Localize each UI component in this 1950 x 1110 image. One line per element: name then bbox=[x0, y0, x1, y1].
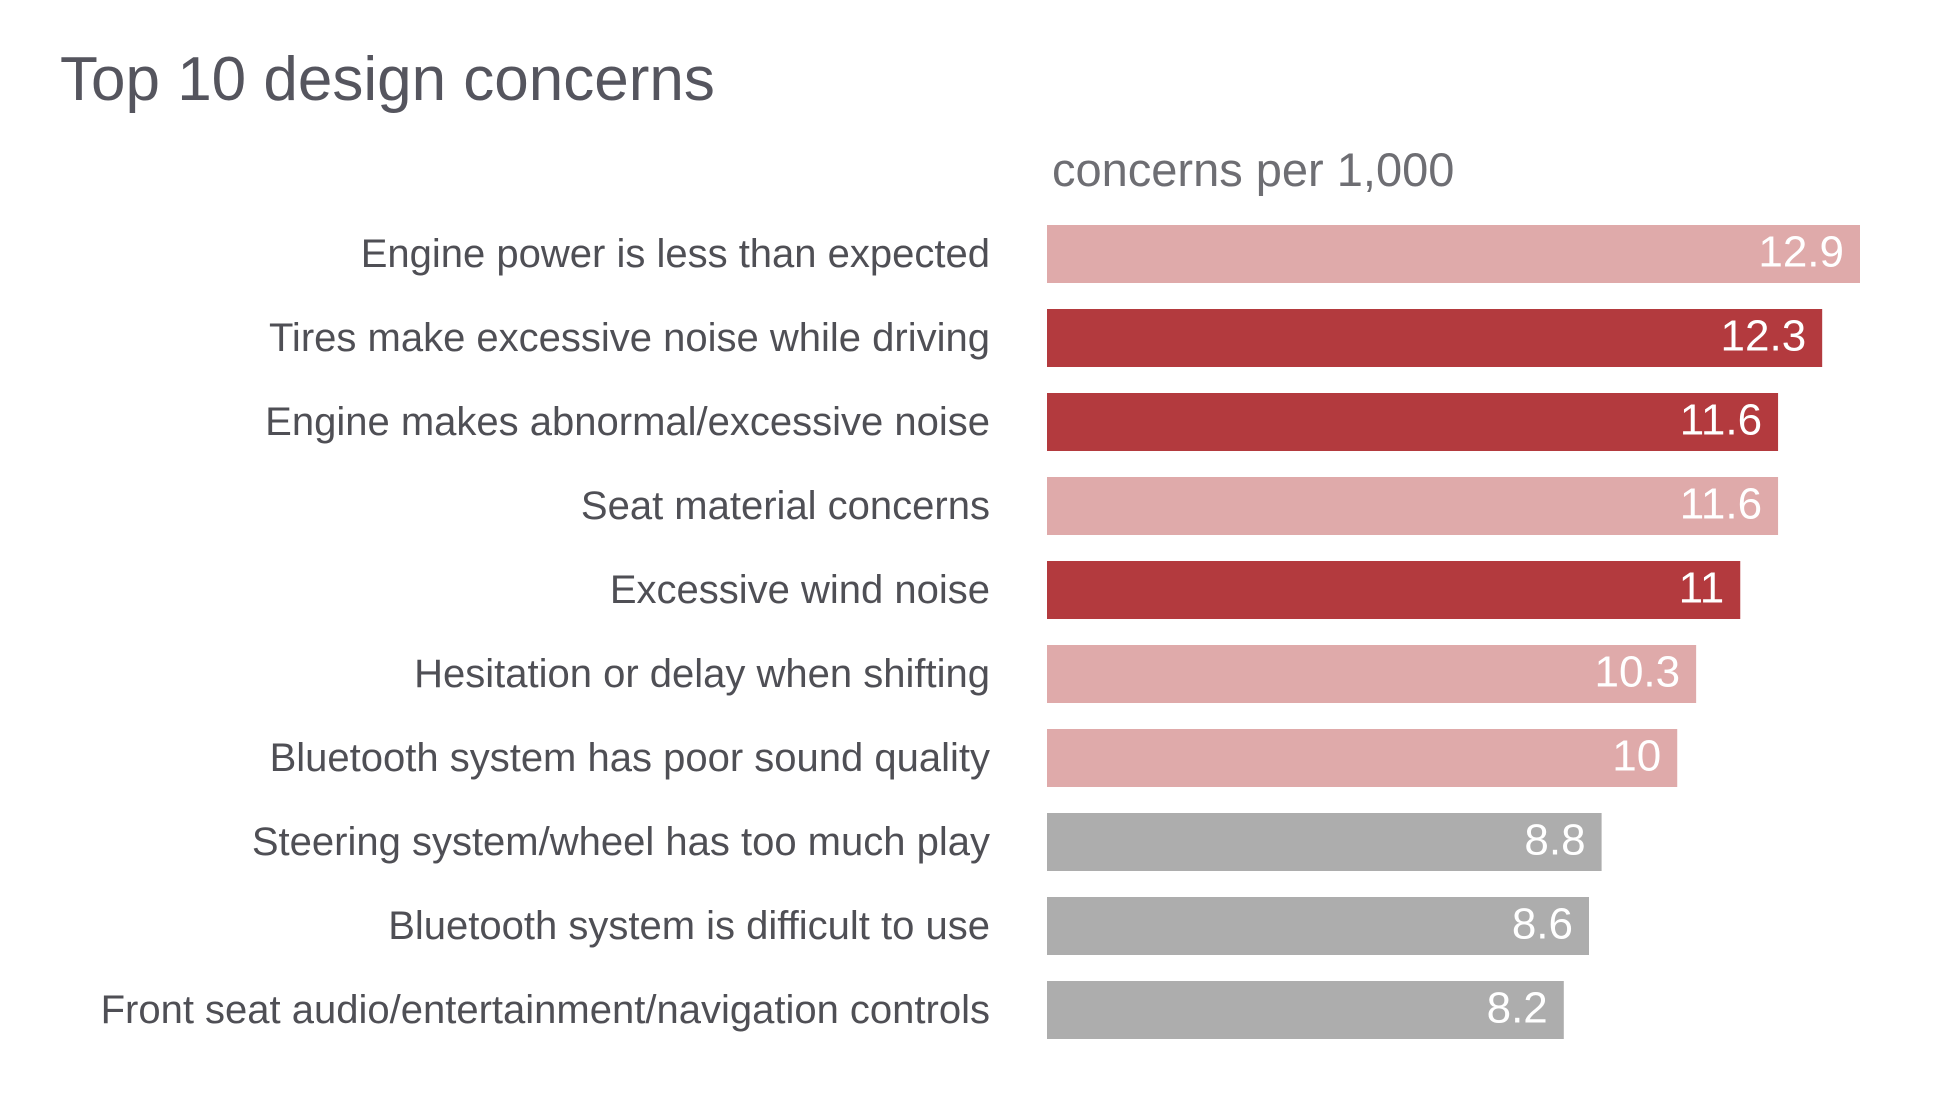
value-label: 10.3 bbox=[1594, 648, 1680, 697]
value-label: 10 bbox=[1612, 732, 1661, 781]
category-label: Bluetooth system is difficult to use bbox=[388, 904, 990, 948]
bar bbox=[1047, 309, 1823, 367]
bar bbox=[1047, 729, 1678, 787]
category-label: Engine power is less than expected bbox=[361, 232, 990, 276]
category-label: Tires make excessive noise while driving bbox=[269, 316, 990, 360]
chart-title: Top 10 design concerns bbox=[60, 45, 715, 114]
bar bbox=[1047, 813, 1602, 871]
category-label: Excessive wind noise bbox=[610, 568, 990, 612]
category-label: Hesitation or delay when shifting bbox=[414, 652, 990, 696]
value-label: 12.3 bbox=[1721, 312, 1807, 361]
value-label: 11 bbox=[1679, 564, 1725, 613]
category-label: Engine makes abnormal/excessive noise bbox=[265, 400, 990, 444]
value-label: 12.9 bbox=[1758, 228, 1844, 277]
category-label: Bluetooth system has poor sound quality bbox=[270, 736, 990, 780]
bar bbox=[1047, 561, 1741, 619]
category-label: Seat material concerns bbox=[581, 484, 990, 528]
bar bbox=[1047, 393, 1779, 451]
value-label: 8.6 bbox=[1512, 900, 1573, 949]
value-label: 11.6 bbox=[1680, 396, 1762, 445]
bar bbox=[1047, 981, 1564, 1039]
category-label: Front seat audio/entertainment/navigatio… bbox=[101, 988, 990, 1032]
category-label: Steering system/wheel has too much play bbox=[252, 820, 990, 864]
bar bbox=[1047, 645, 1697, 703]
value-label: 11.6 bbox=[1680, 480, 1762, 529]
bar bbox=[1047, 477, 1779, 535]
bar bbox=[1047, 897, 1589, 955]
value-label: 8.2 bbox=[1487, 984, 1548, 1033]
axis-unit-label: concerns per 1,000 bbox=[1052, 143, 1455, 196]
bar bbox=[1047, 225, 1860, 283]
value-label: 8.8 bbox=[1524, 816, 1585, 865]
